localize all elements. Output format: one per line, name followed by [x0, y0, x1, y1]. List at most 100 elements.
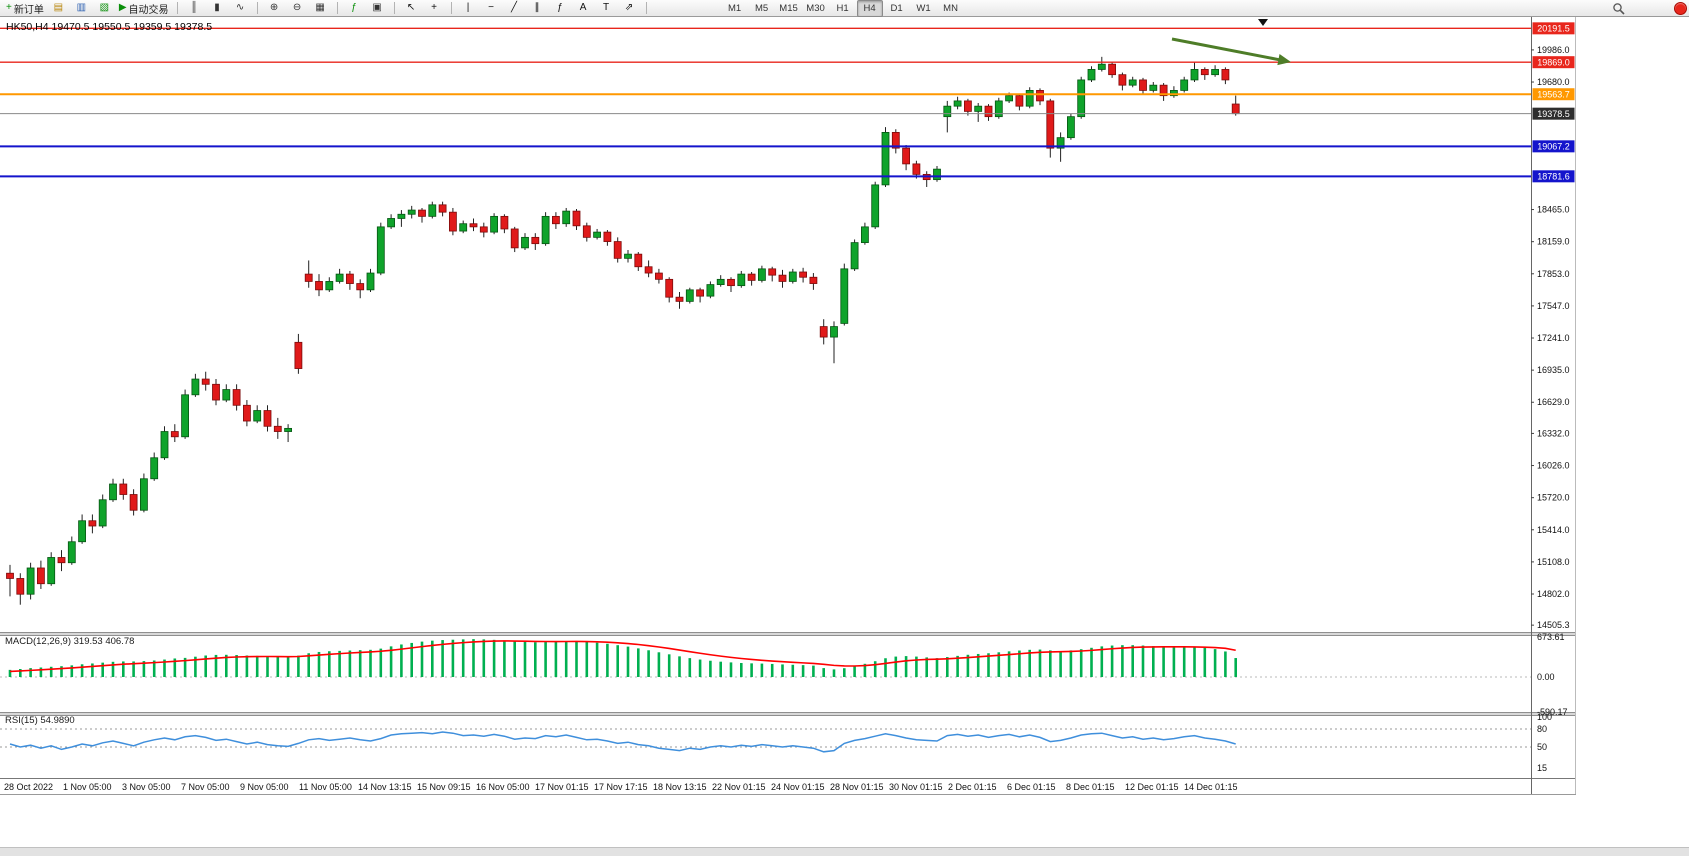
timeframe-m30-button[interactable]: M30 — [806, 2, 825, 14]
zoom-out-button[interactable]: ⊖ — [286, 0, 309, 17]
toolbar-separator — [450, 2, 452, 14]
trendline-icon: ╱ — [511, 2, 518, 13]
svg-text:3 Nov 05:00: 3 Nov 05:00 — [122, 782, 171, 792]
svg-text:12 Dec 01:15: 12 Dec 01:15 — [1125, 782, 1179, 792]
autotrading-button[interactable]: ▶ 自动交易 — [116, 0, 172, 17]
label-icon: T — [602, 2, 610, 13]
indicators-button[interactable]: ƒ — [343, 0, 366, 17]
timeframe-m1-button[interactable]: M1 — [727, 2, 742, 14]
svg-text:11 Nov 05:00: 11 Nov 05:00 — [299, 782, 352, 792]
tile-windows-button[interactable]: ▦ — [309, 0, 332, 17]
svg-text:16629.0: 16629.0 — [1537, 397, 1570, 407]
autotrading-icon: ▶ — [118, 2, 127, 13]
svg-text:17 Nov 01:15: 17 Nov 01:15 — [535, 782, 589, 792]
window-bottom-strip — [0, 847, 1689, 856]
svg-text:15 Nov 09:15: 15 Nov 09:15 — [417, 782, 471, 792]
toolbar-separator — [256, 2, 258, 14]
horizontal-level-lines[interactable]: 20191.5 19869.0 19563.7 19378.5 19067.2 18781… — [0, 22, 1575, 183]
text-tool-button[interactable]: A — [572, 0, 595, 17]
price-scale[interactable]: 19986.0 19680.0 18465.0 18159.0 17853.0 17547… — [1531, 45, 1570, 630]
svg-text:-590.17: -590.17 — [1537, 707, 1568, 717]
svg-text:16935.0: 16935.0 — [1537, 365, 1570, 375]
svg-text:50: 50 — [1537, 742, 1547, 752]
timeframe-h4-button[interactable]: H4 — [856, 0, 883, 17]
svg-text:17853.0: 17853.0 — [1537, 269, 1570, 279]
timeframe-m5-button[interactable]: M5 — [754, 2, 769, 14]
cursor-tool-button[interactable]: ↖ — [400, 0, 423, 17]
svg-text:16026.0: 16026.0 — [1537, 461, 1570, 471]
candlestick-chart-button[interactable]: ▮ — [206, 0, 229, 17]
svg-text:1 Nov 05:00: 1 Nov 05:00 — [63, 782, 112, 792]
data-window-button[interactable]: ▥ — [70, 0, 93, 17]
toolbar-separator — [336, 2, 338, 14]
bar-chart-button[interactable]: ║ — [183, 0, 206, 17]
svg-text:18 Nov 13:15: 18 Nov 13:15 — [653, 782, 707, 792]
new-order-button-label: 新订单 — [13, 4, 44, 16]
vertical-line-tool-button[interactable]: | — [457, 0, 480, 17]
timeframe-d1-button[interactable]: D1 — [890, 2, 903, 14]
timeframe-h1-button[interactable]: H1 — [836, 2, 849, 14]
templates-button[interactable]: ▣ — [366, 0, 389, 17]
fibonacci-tool-button[interactable]: ƒ — [549, 0, 572, 17]
templates-icon: ▣ — [372, 2, 382, 13]
svg-text:14 Dec 01:15: 14 Dec 01:15 — [1184, 782, 1238, 792]
zoom-in-button[interactable]: ⊕ — [263, 0, 286, 17]
svg-text:14 Nov 13:15: 14 Nov 13:15 — [358, 782, 412, 792]
svg-text:22 Nov 01:15: 22 Nov 01:15 — [712, 782, 766, 792]
main-toolbar: + 新订单 ▤ ▥ ▧ ▶ 自动交易 ║ ▮ ∿ ⊕ ⊖ ▦ ƒ ▣ ↖ + | − ╱ ∥ ƒ A T ⇗ M1 M5 M15 M30… — [0, 0, 1689, 17]
svg-text:17 Nov 17:15: 17 Nov 17:15 — [594, 782, 648, 792]
notification-badge[interactable] — [1674, 2, 1687, 15]
crosshair-tool-button[interactable]: + — [423, 0, 446, 17]
svg-text:18465.0: 18465.0 — [1537, 205, 1570, 215]
svg-text:19680.0: 19680.0 — [1537, 77, 1570, 87]
tile-windows-icon: ▦ — [315, 2, 325, 13]
svg-text:17547.0: 17547.0 — [1537, 301, 1570, 311]
svg-text:18781.6: 18781.6 — [1537, 172, 1570, 182]
svg-text:9 Nov 05:00: 9 Nov 05:00 — [240, 782, 289, 792]
search-icon[interactable] — [1612, 2, 1626, 15]
navigator-icon: ▧ — [99, 2, 110, 13]
svg-text:24 Nov 01:15: 24 Nov 01:15 — [771, 782, 825, 792]
horizontal-line-tool-button[interactable]: − — [480, 0, 503, 17]
new-order-button[interactable]: + 新订单 — [3, 0, 47, 17]
svg-text:28 Nov 01:15: 28 Nov 01:15 — [830, 782, 884, 792]
svg-text:19563.7: 19563.7 — [1537, 89, 1570, 99]
time-scale[interactable]: 28 Oct 2022 1 Nov 05:00 3 Nov 05:00 7 Nov 0… — [4, 782, 1238, 792]
svg-text:19067.2: 19067.2 — [1537, 142, 1570, 152]
market-watch-button[interactable]: ▤ — [47, 0, 70, 17]
svg-text:6 Dec 01:15: 6 Dec 01:15 — [1007, 782, 1056, 792]
channel-tool-button[interactable]: ∥ — [526, 0, 549, 17]
horizontal-line-icon: − — [488, 2, 494, 13]
rsi-panel: 100 80 50 15 — [0, 712, 1552, 773]
chart-shift-marker-icon — [1258, 19, 1268, 26]
cursor-icon: ↖ — [406, 2, 416, 13]
navigator-button[interactable]: ▧ — [93, 0, 116, 17]
svg-text:19986.0: 19986.0 — [1537, 45, 1570, 55]
chart-title: HK50,H4 19470.5 19550.5 19359.5 19378.5 — [6, 21, 213, 33]
channel-icon: ∥ — [534, 2, 540, 13]
timeframe-w1-button[interactable]: W1 — [916, 2, 931, 14]
timeframe-m15-button[interactable]: M15 — [779, 2, 798, 14]
label-tool-button[interactable]: T — [595, 0, 618, 17]
svg-text:28 Oct 2022: 28 Oct 2022 — [4, 782, 53, 792]
fibonacci-icon: ƒ — [557, 2, 563, 13]
toolbar-separator — [393, 2, 395, 14]
svg-text:16 Nov 05:00: 16 Nov 05:00 — [476, 782, 530, 792]
bar-chart-icon: ║ — [190, 2, 198, 13]
line-chart-icon: ∿ — [235, 2, 245, 13]
indicators-icon: ƒ — [351, 2, 357, 13]
trendline-tool-button[interactable]: ╱ — [503, 0, 526, 17]
timeframe-mn-button[interactable]: MN — [943, 2, 958, 14]
line-chart-button[interactable]: ∿ — [229, 0, 252, 17]
svg-text:15108.0: 15108.0 — [1537, 557, 1570, 567]
svg-text:15720.0: 15720.0 — [1537, 493, 1570, 503]
svg-text:673.61: 673.61 — [1537, 632, 1565, 642]
trend-arrow-annotation[interactable] — [1171, 37, 1291, 66]
crosshair-icon: + — [431, 2, 437, 13]
svg-text:30 Nov 01:15: 30 Nov 01:15 — [889, 782, 943, 792]
svg-text:80: 80 — [1537, 724, 1547, 734]
svg-text:14802.0: 14802.0 — [1537, 589, 1570, 599]
arrows-tool-button[interactable]: ⇗ — [618, 0, 641, 17]
